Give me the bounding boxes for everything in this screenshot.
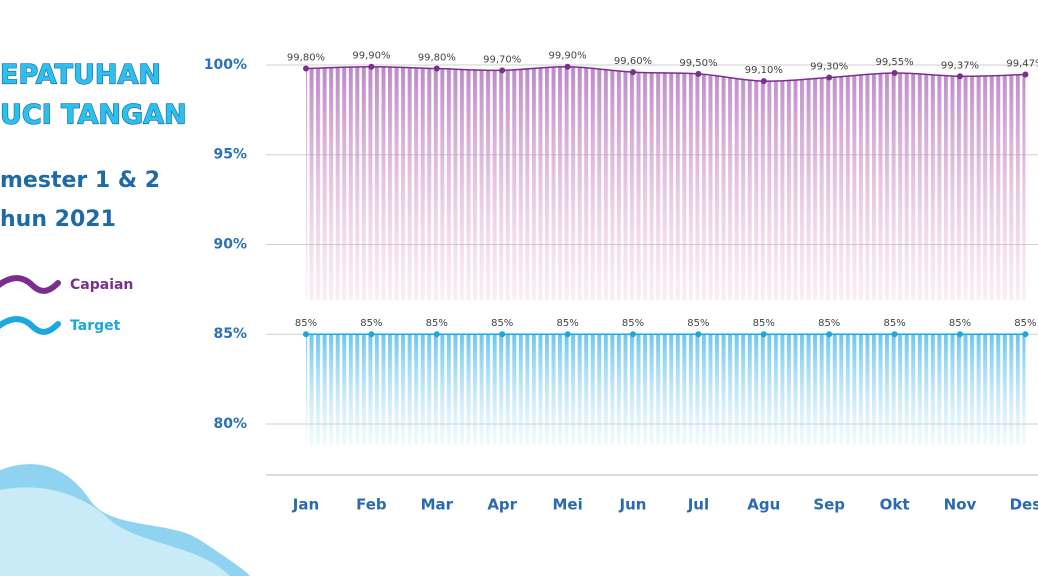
data-label: 99,90% [352, 51, 390, 62]
x-tick-label: Sep [813, 496, 845, 514]
data-label: 85% [818, 318, 840, 329]
data-label: 85% [360, 318, 382, 329]
area [306, 66, 1026, 300]
data-label: 99,37% [941, 60, 979, 71]
data-label: 85% [883, 318, 905, 329]
point [695, 70, 702, 77]
title: EPATUHAN [0, 60, 161, 91]
x-tick-label: Okt [880, 496, 910, 514]
data-label: 99,55% [876, 57, 914, 68]
point [564, 63, 571, 70]
data-label: 85% [949, 318, 971, 329]
data-label: 99,70% [483, 54, 521, 65]
y-tick-label: 90% [213, 236, 247, 252]
legend-icon [0, 275, 61, 294]
point [499, 331, 506, 338]
point [695, 331, 702, 338]
point [826, 74, 833, 81]
point [368, 63, 375, 70]
y-tick-label: 100% [204, 57, 247, 73]
title: UCI TANGAN [0, 100, 187, 131]
point [564, 331, 571, 338]
x-tick-label: Feb [356, 496, 387, 514]
line [305, 65, 1026, 82]
x-tick-label: Jan [292, 496, 319, 514]
x-tick-label: Agu [747, 496, 780, 514]
x-tick-label: Mei [552, 496, 582, 514]
point [891, 331, 898, 338]
point [957, 331, 963, 338]
data-label: 99,80% [418, 53, 456, 64]
data-label: 85% [556, 318, 578, 329]
data-label: 85% [295, 318, 317, 329]
point [368, 331, 375, 338]
data-label: 99,10% [745, 65, 783, 76]
point [303, 331, 309, 338]
point [1022, 331, 1029, 338]
x-tick-label: Nov [944, 496, 977, 514]
subtitle: hun 2021 [0, 207, 116, 232]
data-label: 85% [622, 318, 644, 329]
data-label: 99,60% [614, 56, 652, 67]
point [826, 331, 833, 338]
data-label: 99,50% [679, 58, 717, 69]
point [957, 73, 963, 80]
y-tick-label: 95% [213, 147, 247, 163]
data-label: 99,80% [287, 53, 325, 64]
area [306, 334, 1026, 445]
data-label: 85% [1014, 318, 1036, 329]
data-label: 85% [753, 318, 775, 329]
point [303, 65, 309, 72]
legend-label: Target [70, 318, 121, 334]
point [499, 67, 506, 74]
data-label: 85% [426, 318, 448, 329]
point [891, 70, 898, 77]
data-label: 99,47% [1006, 58, 1038, 69]
point [1022, 71, 1029, 78]
point [433, 331, 440, 338]
y-tick-label: 85% [213, 326, 247, 342]
point [630, 331, 636, 338]
x-tick-label: Jul [687, 496, 709, 514]
point [630, 69, 636, 76]
x-tick-label: Jun [619, 496, 647, 514]
point [760, 78, 767, 85]
point [760, 331, 767, 338]
decoration [0, 464, 250, 576]
data-label: 99,30% [810, 62, 848, 73]
legend-icon [0, 316, 61, 335]
point [433, 65, 440, 72]
y-tick-label: 80% [213, 416, 247, 432]
data-label: 99,90% [549, 51, 587, 62]
legend-label: Capaian [70, 277, 133, 293]
x-tick-label: Des [1010, 496, 1038, 514]
x-tick-label: Mar [421, 496, 454, 514]
x-tick-label: Apr [487, 496, 517, 514]
subtitle: mester 1 & 2 [0, 168, 160, 193]
data-label: 85% [687, 318, 709, 329]
data-label: 85% [491, 318, 513, 329]
